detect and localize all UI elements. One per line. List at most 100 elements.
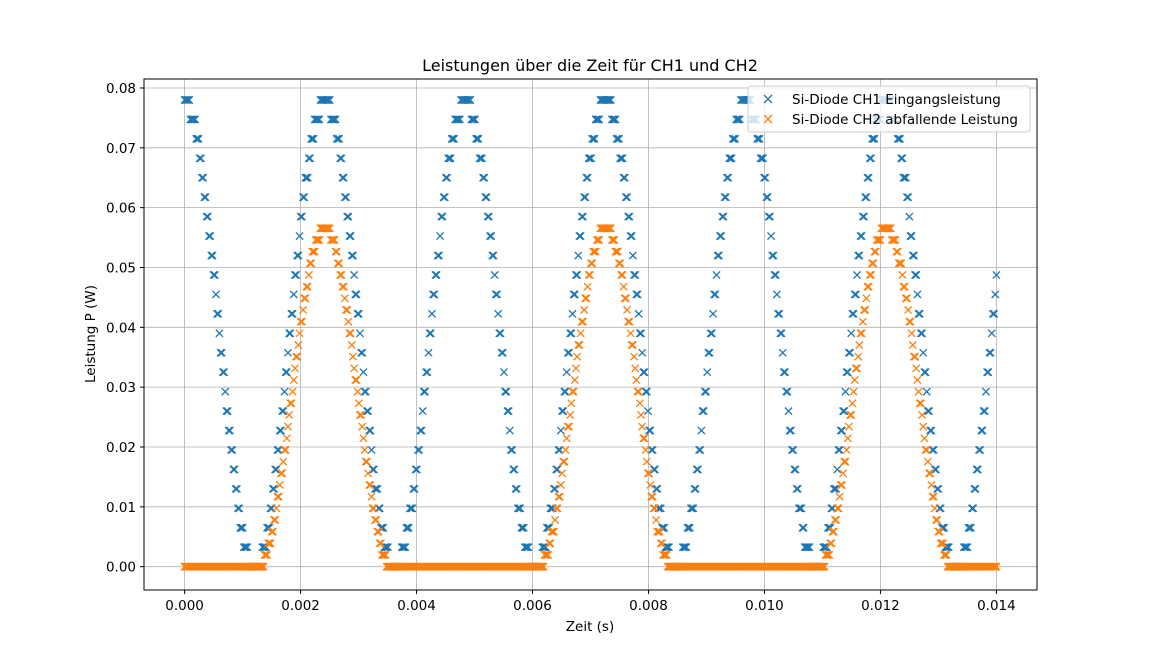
data-point: [962, 543, 971, 552]
data-point: [980, 407, 989, 416]
data-point: [911, 352, 920, 361]
data-point: [591, 115, 600, 124]
data-point: [583, 173, 592, 182]
data-point: [203, 212, 212, 221]
data-point: [863, 282, 872, 291]
data-point: [914, 309, 923, 318]
data-point: [278, 469, 287, 478]
data-point: [466, 95, 475, 105]
data-point: [541, 550, 550, 560]
data-point: [449, 134, 459, 143]
data-point: [535, 562, 545, 571]
data-point: [631, 364, 640, 373]
data-point: [377, 550, 387, 560]
data-point: [869, 259, 878, 268]
data-point: [662, 550, 671, 560]
data-point: [492, 290, 502, 299]
data-point: [633, 387, 642, 396]
data-point: [381, 550, 390, 560]
data-point: [346, 232, 355, 241]
data-point: [338, 282, 347, 291]
x-tick-label: 0.008: [629, 598, 668, 614]
data-point: [552, 504, 561, 513]
data-point: [204, 232, 214, 241]
data-point: [216, 348, 225, 357]
data-point: [703, 368, 712, 377]
x-tick-label: 0.014: [977, 598, 1016, 614]
data-point: [282, 368, 291, 377]
data-point: [240, 543, 250, 552]
data-point: [574, 340, 583, 350]
data-point: [209, 270, 218, 280]
data-point: [577, 212, 586, 221]
data-point: [546, 504, 555, 513]
data-point: [820, 562, 829, 571]
data-point: [274, 492, 283, 501]
data-point: [308, 247, 317, 256]
data-point: [425, 329, 434, 338]
data-point: [236, 523, 245, 532]
data-point: [704, 348, 713, 357]
data-point: [929, 445, 938, 455]
data-point: [631, 270, 640, 280]
data-point: [509, 465, 518, 474]
data-point: [729, 134, 738, 143]
data-point: [847, 329, 856, 338]
data-point: [410, 484, 419, 493]
data-point: [854, 352, 863, 361]
data-point: [328, 115, 337, 124]
data-point: [976, 445, 985, 455]
data-point: [379, 550, 388, 560]
data-point: [688, 504, 697, 513]
data-point: [647, 445, 656, 455]
data-point: [892, 247, 901, 256]
data-point: [645, 469, 654, 478]
data-point: [632, 375, 641, 385]
data-point: [372, 484, 381, 493]
data-point: [338, 173, 347, 182]
data-point: [523, 543, 532, 552]
data-point: [901, 173, 910, 182]
data-point: [521, 543, 531, 552]
data-point: [268, 527, 277, 536]
chart-title: Leistungen über die Zeit für CH1 und CH2: [422, 56, 758, 75]
data-point: [214, 309, 223, 318]
data-point: [207, 251, 216, 260]
data-point: [329, 235, 338, 245]
data-point: [463, 95, 473, 105]
data-point: [610, 115, 619, 124]
data-point: [298, 193, 308, 202]
data-point: [603, 95, 612, 105]
data-point: [904, 305, 913, 315]
data-point: [701, 387, 711, 396]
y-tick-label: 0.06: [106, 201, 136, 217]
data-point: [226, 445, 236, 455]
data-point: [271, 465, 280, 474]
data-point: [408, 504, 417, 513]
data-point: [834, 504, 843, 513]
data-point: [355, 410, 365, 420]
data-point: [710, 290, 719, 299]
data-point: [592, 115, 601, 124]
data-point: [618, 270, 627, 280]
data-point: [988, 562, 997, 571]
data-point: [690, 484, 699, 493]
data-point: [803, 543, 812, 552]
data-point: [355, 329, 365, 338]
data-point: [624, 317, 633, 326]
data-point: [645, 426, 654, 435]
data-point: [225, 426, 234, 435]
data-point: [279, 457, 288, 466]
data-point: [646, 426, 655, 435]
data-point: [479, 173, 488, 182]
data-point: [780, 368, 790, 377]
data-point: [268, 484, 277, 493]
data-point: [604, 95, 613, 105]
data-point: [981, 387, 991, 396]
data-point: [718, 212, 727, 221]
data-point: [927, 426, 936, 435]
x-tick-label: 0.012: [861, 598, 900, 614]
data-point: [855, 251, 864, 260]
data-point: [585, 270, 594, 280]
data-point: [934, 527, 943, 536]
